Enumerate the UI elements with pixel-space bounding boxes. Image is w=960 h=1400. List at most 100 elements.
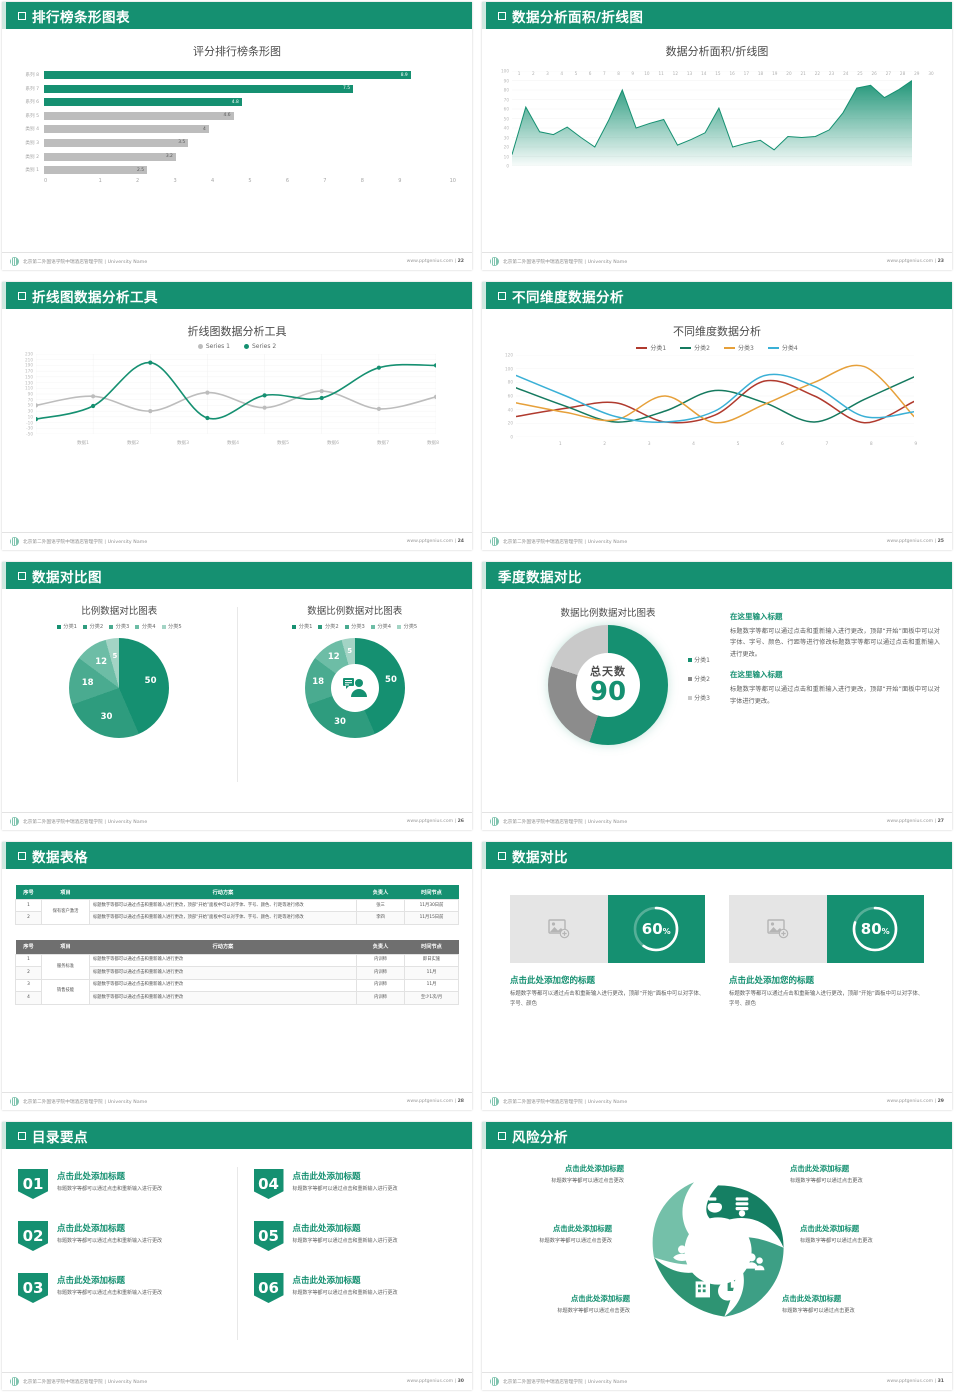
page-number: 25 [937, 539, 944, 544]
list-item[interactable]: 02 点击此处添加标题 标题数字等都可以通过点击和重新输入进行更改 [18, 1221, 227, 1251]
risk-node[interactable]: 点击此处添加标题 标题数字等都可以通过点击更改 [790, 1163, 910, 1184]
risk-node[interactable]: 点击此处添加标题 标题数字等都可以通过点击更改 [492, 1223, 612, 1244]
legend-item[interactable]: 分类1 [56, 623, 77, 630]
legend-swatch [109, 624, 114, 629]
legend-item[interactable]: 分类1 [292, 623, 312, 630]
node-heading: 点击此处添加标题 [800, 1224, 860, 1233]
bar-value: 4.8 [231, 99, 239, 105]
item-body: 标题数字等都可以通过点击和重新输入进行更改 [57, 1186, 163, 1192]
y-tick: 10 [503, 154, 509, 159]
table-row: 类别 1 2.5 [8, 164, 456, 176]
table-cell: 标题数字等都可以通过点击和重新输入进行更改 [89, 953, 357, 968]
add-image-icon [767, 919, 789, 939]
legend-swatch [135, 624, 140, 629]
risk-node[interactable]: 点击此处添加标题 标题数字等都可以通过点击更改 [800, 1223, 920, 1244]
list-item[interactable]: 06 点击此处添加标题 标题数字等都可以通过点击和重新输入进行更改 [253, 1273, 463, 1303]
legend-swatch [161, 624, 166, 629]
legend-item[interactable]: 分类5 [161, 623, 182, 630]
bar-track: 7.5 [44, 84, 456, 93]
legend-item[interactable]: 分类4 [370, 623, 391, 630]
slide-header: 不同维度数据分析 [482, 282, 952, 309]
slide-thumbnail-23[interactable]: 数据分析面积/折线图 数据分析面积/折线图 100 90 80 70 60 50 40 30 2… [480, 0, 960, 280]
legend-swatch [397, 624, 402, 629]
slide-thumbnail-26[interactable]: 数据对比图 比例数据对比图表 分类1 分类2 分类3 分类4 分类5 50 30 18 12 5… [0, 560, 480, 840]
x-tick: 18 [757, 71, 764, 76]
footer-right: www.pptgenius.com | 23 [886, 259, 944, 264]
slide-thumbnail-31[interactable]: 风险分析 点击此处添加标题 标题数字等都可以通过点击更改 点击此处添加标题 标题数字等… [480, 1120, 960, 1400]
risk-node[interactable]: 点击此处添加标题 标题数字等都可以通过点击更改 [504, 1163, 624, 1184]
legend-item[interactable]: 分类2 [687, 674, 710, 683]
image-placeholder[interactable] [729, 895, 827, 963]
slide-thumbnail-30[interactable]: 目录要点 01 点击此处添加标题 标题数字等都可以通过点击和重新输入进行更改 02 点击… [0, 1120, 480, 1400]
slide-thumbnail-22[interactable]: 排行榜条形图表 评分排行榜条形图 系列 8 8.9 系列 7 7.5 系列 6 4.8 系列… [0, 0, 480, 280]
slide-thumbnail-27[interactable]: 季度数据对比 数据比例数据对比图表 总天数 90 分类1 分类2 分类3 在这里输入… [480, 560, 960, 840]
school-logo-icon [10, 537, 19, 546]
square-bullet-icon [498, 11, 506, 20]
footer-org: 北京第二外国语学院中瑞酒店管理学院 | University Name [503, 1379, 628, 1385]
legend-item[interactable]: Series 2 [244, 343, 276, 350]
pinwheel-icon [652, 1182, 784, 1317]
image-placeholder[interactable] [510, 895, 608, 963]
x-tick: 3 [546, 71, 549, 76]
legend-item[interactable]: 分类2 [680, 343, 710, 352]
legend-label: 分类1 [694, 657, 710, 664]
legend-item[interactable]: 分类1 [687, 655, 710, 664]
table-header-cell: 负责人 [356, 939, 405, 955]
legend-item[interactable]: 分类4 [767, 343, 798, 352]
slide-thumbnail-29[interactable]: 数据对比 60% 点击此处添加您的标题 标题数字等都可以通过点击和重新输入进行更改，… [480, 840, 960, 1120]
slide-header-title: 数据表格 [32, 849, 88, 866]
item-body: 标题数字等都可以通过点击和重新输入进行更改 [292, 1290, 398, 1296]
item-heading: 点击此处添加标题 [292, 1276, 361, 1286]
legend-item[interactable]: 分类3 [344, 623, 365, 630]
footer-right: www.pptgenius.com | 29 [886, 1099, 944, 1104]
table-cell: 张三 [356, 898, 405, 913]
footer-site: www.pptgenius.com [406, 1099, 454, 1104]
x-tick: 11 [658, 71, 664, 76]
list-item[interactable]: 03 点击此处添加标题 标题数字等都可以通过点击和重新输入进行更改 [18, 1273, 227, 1303]
table-row: 3 销售技能 标题数字等都可以通过点击和重新输入进行更改 内训师 11月 [15, 978, 459, 1005]
x-tick: 6 [588, 71, 592, 76]
x-tick: 9 [631, 71, 635, 76]
x-tick: 20 [786, 71, 792, 76]
legend-item[interactable]: 分类1 [636, 343, 666, 352]
legend-item[interactable]: 分类3 [724, 343, 754, 352]
legend-item[interactable]: 分类3 [109, 623, 129, 630]
slide-thumbnail-25[interactable]: 不同维度数据分析 不同维度数据分析 分类1 分类2 分类3 分类4 120 100 80 6… [480, 280, 960, 560]
legend-item[interactable]: 分类4 [135, 623, 156, 630]
legend-item[interactable]: 分类3 [687, 693, 710, 702]
bar-track: 2.5 [44, 166, 456, 175]
slide-footer: 北京第二外国语学院中瑞酒店管理学院 | University Name www.… [482, 1092, 952, 1110]
x-tick: 23 [828, 71, 835, 76]
y-tick: 30 [503, 135, 509, 140]
slide-thumbnail-28[interactable]: 数据表格 序号 项目 行动方案 负责人 时间节点 1 保有客户激活 标题数字等都可以通过点击和… [0, 840, 480, 1120]
risk-node[interactable]: 点击此处添加标题 标题数字等都可以通过点击更改 [510, 1293, 630, 1314]
list-item[interactable]: 05 点击此处添加标题 标题数字等都可以通过点击和重新输入进行更改 [253, 1221, 463, 1251]
bar-label: 系列 8 [25, 73, 39, 78]
legend-item[interactable]: 分类2 [318, 623, 339, 630]
list-item[interactable]: 01 点击此处添加标题 标题数字等都可以通过点击和重新输入进行更改 [18, 1169, 227, 1199]
table-cell: 标题数字等都可以通过点击和重新输入进行更改 [89, 991, 357, 1005]
legend-item[interactable]: Series 1 [197, 343, 230, 350]
percent-unit: % [881, 927, 890, 936]
slide-thumbnail-24[interactable]: 折线图数据分析工具 折线图数据分析工具 Series 1 Series 2 230… [0, 280, 480, 560]
bar-track: 4.8 [44, 98, 456, 107]
table-row: 类别 4 4 [8, 123, 456, 135]
node-body: 标题数字等都可以通过点击更改 [551, 1177, 624, 1184]
x-tick: 19 [772, 71, 778, 76]
legend-item[interactable]: 分类2 [82, 623, 103, 630]
y-tick: -10 [26, 420, 33, 426]
y-tick: 30 [27, 408, 33, 414]
x-tick: 1 [517, 71, 521, 76]
table-header-cell: 序号 [15, 939, 42, 955]
x-axis: 1 2 3 4 5 6 7 8 9 10 11 12 13 14 15 16 17 18 19 20 21 22 23 24 2… [512, 71, 938, 76]
risk-diagram: 点击此处添加标题 标题数字等都可以通过点击更改 点击此处添加标题 标题数字等都可以通过… [482, 1149, 952, 1367]
slide-header-title: 数据对比图 [32, 569, 102, 586]
y-tick: -30 [26, 425, 33, 431]
list-item[interactable]: 04 点击此处添加标题 标题数字等都可以通过点击和重新输入进行更改 [253, 1169, 463, 1199]
pie-slice-value: 12 [95, 656, 108, 667]
donut-center-title: 总天数 [590, 665, 626, 678]
legend-item[interactable]: 分类5 [397, 623, 417, 630]
footer-site: www.pptgenius.com [886, 819, 934, 824]
risk-node[interactable]: 点击此处添加标题 标题数字等都可以通过点击更改 [782, 1293, 902, 1314]
bar-value: 3.2 [165, 154, 173, 160]
